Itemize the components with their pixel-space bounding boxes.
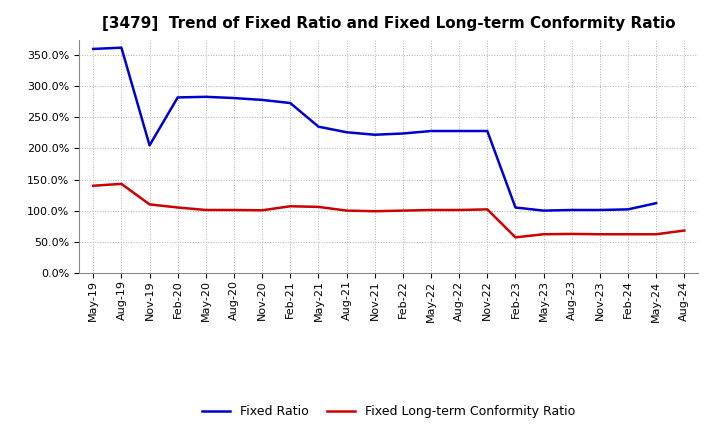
Fixed Long-term Conformity Ratio xyxy=(680,228,688,233)
Fixed Ratio xyxy=(624,207,632,212)
Fixed Long-term Conformity Ratio xyxy=(427,207,436,213)
Fixed Long-term Conformity Ratio xyxy=(595,231,604,237)
Fixed Long-term Conformity Ratio xyxy=(399,208,408,213)
Fixed Ratio xyxy=(483,128,492,134)
Fixed Ratio xyxy=(202,94,210,99)
Fixed Long-term Conformity Ratio xyxy=(567,231,576,237)
Fixed Ratio xyxy=(511,205,520,210)
Fixed Long-term Conformity Ratio xyxy=(624,231,632,237)
Fixed Ratio xyxy=(89,46,98,51)
Line: Fixed Long-term Conformity Ratio: Fixed Long-term Conformity Ratio xyxy=(94,184,684,237)
Fixed Long-term Conformity Ratio xyxy=(202,207,210,213)
Fixed Ratio xyxy=(230,95,238,101)
Fixed Long-term Conformity Ratio xyxy=(511,235,520,240)
Fixed Long-term Conformity Ratio xyxy=(539,231,548,237)
Fixed Long-term Conformity Ratio xyxy=(89,183,98,188)
Fixed Long-term Conformity Ratio xyxy=(258,208,266,213)
Fixed Ratio xyxy=(286,100,294,106)
Fixed Ratio xyxy=(539,208,548,213)
Fixed Ratio xyxy=(427,128,436,134)
Title: [3479]  Trend of Fixed Ratio and Fixed Long-term Conformity Ratio: [3479] Trend of Fixed Ratio and Fixed Lo… xyxy=(102,16,675,32)
Fixed Ratio xyxy=(567,207,576,213)
Line: Fixed Ratio: Fixed Ratio xyxy=(94,48,656,211)
Fixed Long-term Conformity Ratio xyxy=(230,207,238,213)
Fixed Ratio xyxy=(652,201,660,206)
Fixed Ratio xyxy=(370,132,379,137)
Fixed Long-term Conformity Ratio xyxy=(483,207,492,212)
Fixed Long-term Conformity Ratio xyxy=(455,207,464,213)
Fixed Long-term Conformity Ratio xyxy=(145,202,154,207)
Fixed Long-term Conformity Ratio xyxy=(342,208,351,213)
Legend: Fixed Ratio, Fixed Long-term Conformity Ratio: Fixed Ratio, Fixed Long-term Conformity … xyxy=(197,400,580,423)
Fixed Ratio xyxy=(595,207,604,213)
Fixed Long-term Conformity Ratio xyxy=(117,181,126,187)
Fixed Long-term Conformity Ratio xyxy=(652,231,660,237)
Fixed Long-term Conformity Ratio xyxy=(286,204,294,209)
Fixed Ratio xyxy=(258,97,266,103)
Fixed Long-term Conformity Ratio xyxy=(174,205,182,210)
Fixed Ratio xyxy=(145,143,154,148)
Fixed Ratio xyxy=(342,130,351,135)
Fixed Ratio xyxy=(455,128,464,134)
Fixed Ratio xyxy=(314,124,323,129)
Fixed Ratio xyxy=(117,45,126,50)
Fixed Ratio xyxy=(174,95,182,100)
Fixed Long-term Conformity Ratio xyxy=(314,204,323,209)
Fixed Long-term Conformity Ratio xyxy=(370,209,379,214)
Fixed Ratio xyxy=(399,131,408,136)
